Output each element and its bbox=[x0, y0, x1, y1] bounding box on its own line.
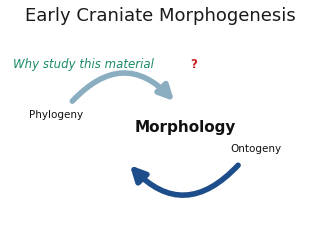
Text: Why study this material: Why study this material bbox=[13, 58, 154, 71]
Text: Morphology: Morphology bbox=[134, 120, 236, 135]
Text: ?: ? bbox=[190, 58, 197, 71]
Text: Ontogeny: Ontogeny bbox=[230, 144, 282, 154]
Text: Early Craniate Morphogenesis: Early Craniate Morphogenesis bbox=[25, 7, 295, 25]
Text: Phylogeny: Phylogeny bbox=[29, 110, 83, 120]
